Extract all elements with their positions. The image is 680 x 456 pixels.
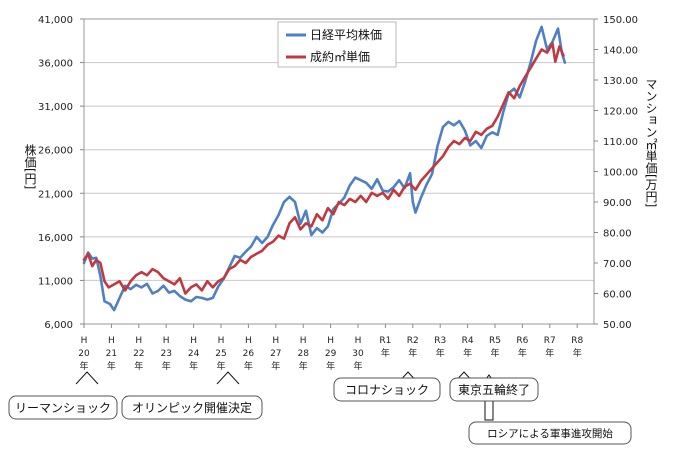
x-tick-nen: 年: [353, 360, 362, 372]
left-tick-label: 26,000: [38, 146, 73, 157]
x-tick-era: H: [218, 336, 225, 346]
x-tick-nen: 年: [244, 360, 253, 372]
x-tick-num: 22: [133, 349, 144, 359]
x-tick-nen: 年: [381, 347, 390, 359]
left-tick-label: 6,000: [44, 320, 73, 331]
x-tick-num: 26: [243, 349, 255, 359]
x-tick-era: R8: [571, 336, 583, 346]
x-tick-era: R2: [407, 336, 419, 346]
right-tick-label: 50.00: [603, 320, 632, 331]
x-tick-num: 27: [270, 349, 281, 359]
left-tick-label: 21,000: [38, 189, 73, 200]
x-tick-num: 25: [215, 349, 226, 359]
x-tick-nen: 年: [271, 360, 280, 372]
right-tick-label: 110.00: [603, 137, 638, 148]
right-tick-label: 120.00: [603, 107, 638, 118]
x-tick-era: R6: [516, 336, 528, 346]
x-tick-nen: 年: [299, 360, 308, 372]
x-tick-nen: 年: [463, 347, 472, 359]
arrow-lehman: [75, 371, 99, 385]
callout-tokyo-text: 東京五輪終了: [458, 382, 530, 397]
legend-box: [277, 21, 397, 68]
series-lines: [82, 25, 567, 312]
x-tick-era: H: [81, 336, 88, 346]
left-tick-label: 31,000: [38, 102, 73, 113]
right-tick-label: 70.00: [603, 259, 632, 270]
x-tick-nen: 年: [518, 347, 527, 359]
right-tick-label: 60.00: [603, 290, 632, 301]
x-tick-num: 21: [106, 349, 117, 359]
x-tick-era: H: [190, 336, 197, 346]
x-tick-nen: 年: [162, 360, 171, 372]
x-tick-nen: 年: [79, 360, 88, 372]
callout-tokyo: 東京五輪終了: [449, 377, 539, 402]
x-tick-num: 30: [352, 349, 364, 359]
callout-russia-text: ロシアによる軍事進攻開始: [487, 427, 613, 440]
x-tick-nen: 年: [134, 360, 143, 372]
left-tick-label: 36,000: [38, 59, 73, 70]
right-tick-label: 100.00: [603, 168, 638, 179]
x-tick-era: H: [300, 336, 307, 346]
legend-label-nikkei: 日経平均株価: [310, 27, 382, 42]
x-tick-era: R5: [489, 336, 501, 346]
x-tick-nen: 年: [490, 347, 499, 359]
x-tick-era: H: [108, 336, 115, 346]
left-tick-label: 11,000: [38, 276, 73, 287]
legend: 日経平均株価 成約㎡単価: [277, 21, 397, 68]
x-tick-era: R4: [462, 336, 474, 346]
left-axis-ticks: 6,000 11,000 16,000 21,000 26,000 31,000 36,00…: [38, 15, 84, 331]
x-tick-nen: 年: [189, 360, 198, 372]
callout-lehman: リーマンショック: [8, 395, 118, 420]
x-tick-num: 23: [160, 349, 171, 359]
callout-corona: コロナショック: [333, 377, 441, 402]
x-tick-nen: 年: [408, 347, 417, 359]
x-tick-nen: 年: [326, 360, 335, 372]
x-tick-era: H: [245, 336, 252, 346]
x-tick-era: R3: [434, 336, 446, 346]
left-tick-label: 16,000: [38, 233, 73, 244]
x-tick-num: 20: [78, 349, 90, 359]
right-tick-label: 130.00: [603, 76, 638, 87]
x-tick-nen: 年: [573, 347, 582, 359]
series-line-price: [82, 42, 565, 295]
x-tick-nen: 年: [216, 360, 225, 372]
x-tick-era: H: [135, 336, 142, 346]
callout-russia: ロシアによる軍事進攻開始: [468, 421, 632, 445]
callout-corona-text: コロナショック: [345, 383, 429, 397]
x-tick-era: H: [163, 336, 170, 346]
right-tick-label: 150.00: [603, 15, 638, 26]
arrow-olympic: [216, 371, 240, 385]
right-tick-label: 80.00: [603, 229, 632, 240]
x-tick-nen: 年: [545, 347, 554, 359]
x-tick-num: 29: [325, 349, 337, 359]
right-axis-label: マンション㎡単価[万円]: [644, 78, 658, 207]
legend-label-price: 成約㎡単価: [310, 49, 370, 64]
x-tick-era: R7: [544, 336, 556, 346]
callout-olympic: オリンピック開催決定: [121, 395, 263, 420]
callout-lehman-text: リーマンショック: [15, 401, 111, 415]
left-tick-label: 41,000: [38, 15, 73, 26]
x-tick-era: H: [272, 336, 279, 346]
callout-olympic-text: オリンピック開催決定: [132, 400, 252, 415]
left-axis-label: 株価[円]: [23, 143, 37, 190]
x-tick-num: 28: [297, 349, 309, 359]
x-tick-era: H: [327, 336, 334, 346]
x-tick-num: 24: [188, 349, 200, 359]
right-tick-label: 140.00: [603, 46, 638, 57]
x-tick-era: R1: [379, 336, 391, 346]
x-tick-nen: 年: [436, 347, 445, 359]
x-tick-nen: 年: [107, 360, 116, 372]
right-axis-ticks: 50.00 60.00 70.00 80.00 90.00 100.00 110.00 120…: [594, 15, 638, 331]
x-axis-ticks: H20年H21年H22年H23年H24年H25年H26年H27年H28年H29年…: [78, 324, 583, 372]
series-line-nikkei: [82, 25, 567, 312]
right-tick-label: 90.00: [603, 198, 632, 209]
x-tick-era: H: [355, 336, 362, 346]
